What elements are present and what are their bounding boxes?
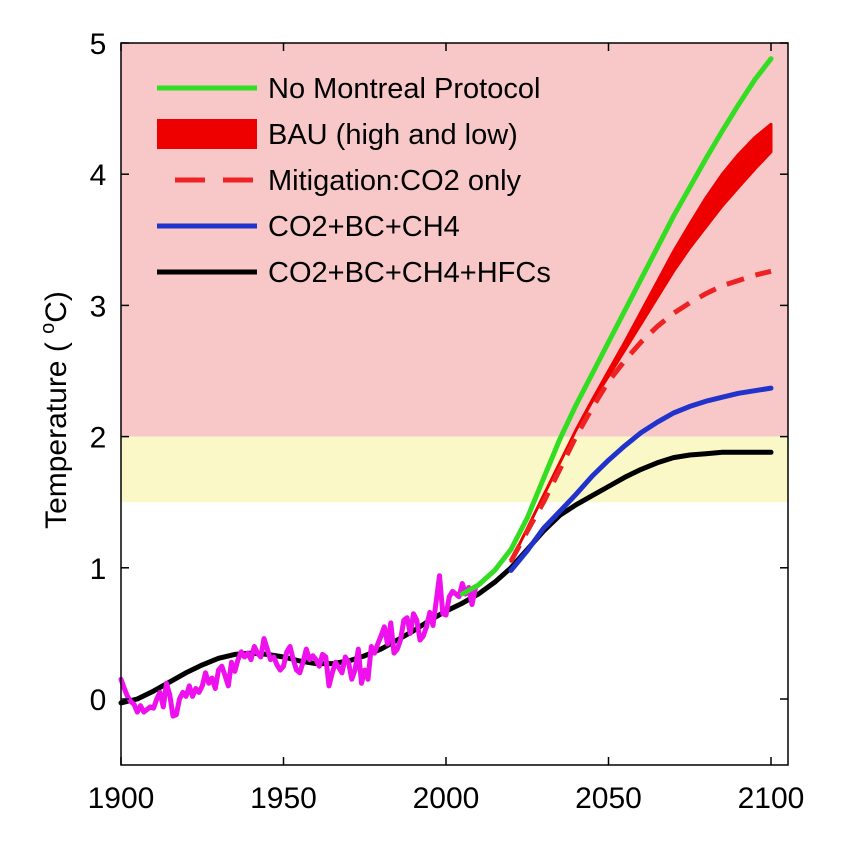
legend-label: BAU (high and low) (268, 119, 518, 151)
y-axis-label-unit: C) (40, 291, 73, 323)
y-tick-label: 1 (90, 553, 107, 586)
plot-background (121, 43, 788, 503)
legend-label: CO2+BC+CH4 (268, 211, 460, 243)
legend-item-co2-bc-ch4-hfcs: CO2+BC+CH4+HFCs (157, 257, 551, 289)
legend-item-co2-bc-ch4: CO2+BC+CH4 (157, 211, 460, 243)
legend-item-bau-high-and-low: BAU (high and low) (157, 119, 518, 151)
y-tick-label: 0 (90, 684, 107, 717)
x-tick-label: 2050 (575, 782, 642, 815)
series-layer (118, 56, 774, 719)
x-tick-label: 2100 (738, 782, 805, 815)
y-axis: 0 1 2 3 4 5 (90, 28, 788, 717)
x-tick-label: 2000 (413, 782, 480, 815)
y-tick-label: 4 (90, 159, 107, 192)
series-bau-high-and-low (509, 122, 773, 563)
legend-item-mitigation-co2-only: Mitigation:CO2 only (175, 165, 522, 197)
x-axis: 1900 1950 2000 2050 2100 (88, 43, 805, 815)
legend-swatch (157, 119, 257, 149)
y-tick-label: 5 (90, 28, 107, 61)
x-tick-label: 1900 (88, 782, 155, 815)
y-axis-label: Temperature ( oC) (37, 291, 73, 529)
legend-label: Mitigation:CO2 only (268, 165, 522, 197)
legend-label: No Montreal Protocol (268, 73, 540, 105)
plot-frame (120, 42, 789, 766)
y-axis-label-main: Temperature ( (40, 334, 73, 529)
legend: No Montreal Protocol BAU (high and low) Mi… (157, 73, 551, 289)
series-no-montreal-protocol (459, 56, 774, 597)
x-tick-label: 1950 (250, 782, 317, 815)
target-zone-band (121, 436, 788, 503)
y-tick-label: 2 (90, 422, 107, 455)
y-tick-label: 3 (90, 290, 107, 323)
danger-zone-band (121, 43, 788, 437)
series-observed (118, 573, 478, 719)
legend-item-no-montreal-protocol: No Montreal Protocol (157, 73, 540, 105)
legend-label: CO2+BC+CH4+HFCs (268, 257, 551, 289)
series-co2-bc-ch4 (508, 385, 774, 573)
axes-box (120, 42, 789, 766)
y-axis-label-degree: o (37, 323, 59, 334)
series-mitigation-co2-only (508, 268, 772, 563)
